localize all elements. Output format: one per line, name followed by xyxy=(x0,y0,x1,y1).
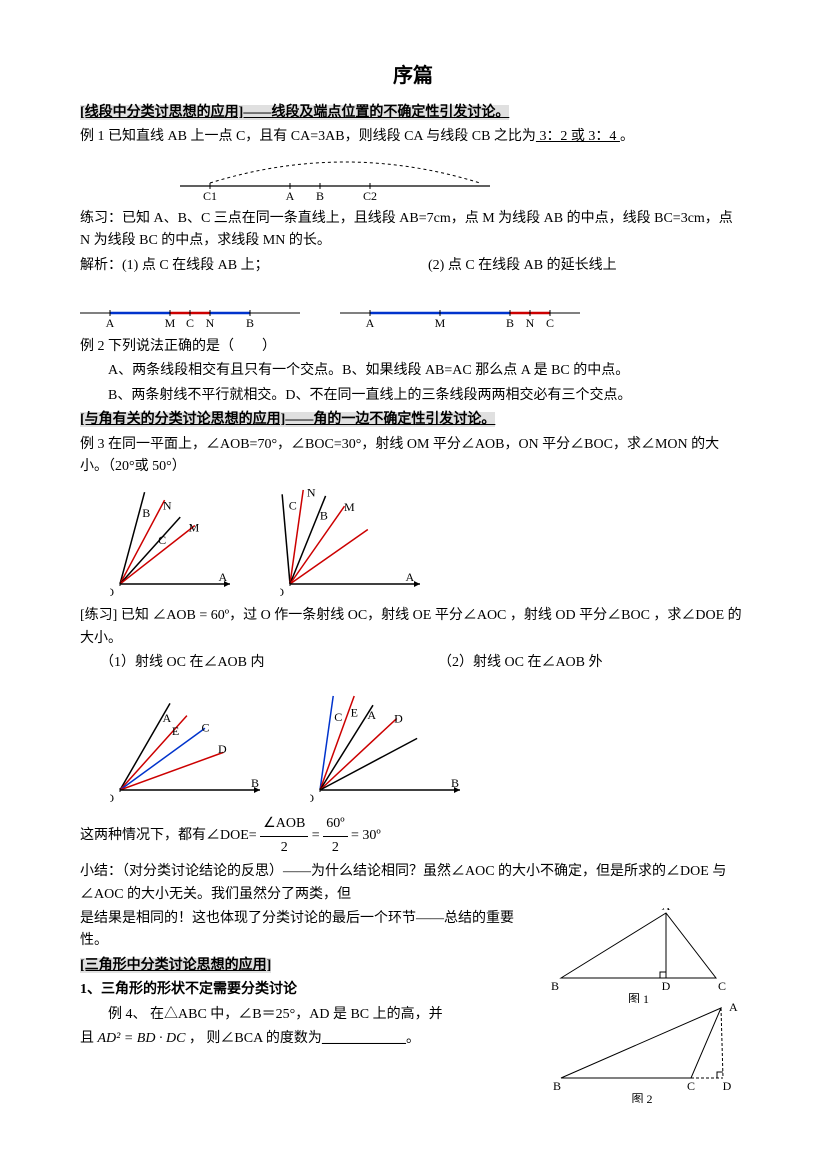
svg-text:O: O xyxy=(110,791,114,805)
svg-text:C: C xyxy=(334,711,342,725)
figure-row-angles1: OBNCMA OCNBMA xyxy=(110,484,746,599)
svg-text:O: O xyxy=(280,585,284,599)
figure-triangle2: A B C D 图 2 xyxy=(551,1003,746,1103)
svg-text:E: E xyxy=(351,706,358,720)
svg-text:C: C xyxy=(546,316,554,330)
section3-header: [与角有关的分类讨论思想的应用]——角的一边不确定性引发讨论。 xyxy=(80,409,746,431)
figure-angle1: O BN C M A xyxy=(110,484,260,599)
svg-text:B: B xyxy=(246,316,254,330)
svg-text:B: B xyxy=(142,506,150,520)
svg-text:C2: C2 xyxy=(363,189,377,203)
figure-triangle1: A B D C 图 1 xyxy=(551,908,736,1003)
svg-text:图 2: 图 2 xyxy=(631,1092,652,1103)
figure-angle4: OCEADB xyxy=(310,680,490,805)
svg-text:N: N xyxy=(526,316,535,330)
example2-options-ab: A、两条线段相交有且只有一个交点。B、如果线段 AB=AC 那么点 A 是 BC… xyxy=(80,360,746,382)
svg-text:B: B xyxy=(506,316,514,330)
svg-text:B: B xyxy=(316,189,324,203)
summary-line1: 小结：（对分类讨论结论的反思）——为什么结论相同？虽然∠AOC 的大小不确定，但… xyxy=(80,861,746,906)
svg-text:A: A xyxy=(286,189,295,203)
svg-text:A: A xyxy=(367,709,376,723)
svg-text:M: M xyxy=(435,316,446,330)
figure-line-amcnb: A MCN B xyxy=(80,295,320,330)
svg-text:C: C xyxy=(186,316,194,330)
svg-text:A: A xyxy=(106,316,115,330)
svg-text:A: A xyxy=(219,570,228,584)
section1-header: [线段中分类讨思想的应用]——线段及端点位置的不确定性引发讨论。 xyxy=(80,102,746,124)
svg-text:图 1: 图 1 xyxy=(628,992,649,1003)
figure-line-ambnc: A M BNC xyxy=(340,295,600,330)
svg-text:N: N xyxy=(163,499,172,513)
example2-options-cd: B、两条射线不平行就相交。D、不在同一直线上的三条线段两两相交必有三个交点。 xyxy=(80,385,746,407)
figure-row-lines: AMCNB AMBNC xyxy=(80,295,746,330)
doe-equation: 这两种情况下，都有∠DOE= ∠AOB 2 = 60º 2 = 30º xyxy=(80,813,746,859)
practice2-case2: （2）射线 OC 在∠AOB 外 xyxy=(438,652,746,674)
svg-text:D: D xyxy=(662,979,671,993)
practice1-text: 练习：已知 A、B、C 三点在同一条直线上，且线段 AB=7cm，点 M 为线段… xyxy=(80,208,746,253)
svg-text:A: A xyxy=(662,908,671,913)
practice2-text: [练习] 已知 ∠AOB = 60º，过 O 作一条射线 OC，射线 OE 平分… xyxy=(80,605,746,650)
svg-text:C1: C1 xyxy=(203,189,217,203)
practice2-case1: （1）射线 OC 在∠AOB 内 xyxy=(100,652,408,674)
svg-text:A: A xyxy=(729,1003,738,1014)
page-title: 序篇 xyxy=(80,60,746,92)
svg-text:C: C xyxy=(158,534,166,548)
analysis-label: 解析： xyxy=(80,258,122,273)
example1: 例 1 已知直线 AB 上一点 C，且有 CA=3AB，则线段 CA 与线段 C… xyxy=(80,126,746,148)
svg-text:D: D xyxy=(218,743,227,757)
example1-answer: 3：2 或 3：4 xyxy=(536,129,620,144)
svg-text:N: N xyxy=(307,486,316,500)
svg-text:D: D xyxy=(723,1079,732,1093)
svg-text:O: O xyxy=(110,585,114,599)
svg-text:M: M xyxy=(165,316,176,330)
svg-text:C: C xyxy=(289,499,297,513)
case2-label: (2) 点 C 在线段 AB 的延长线上 xyxy=(428,258,617,273)
svg-text:B: B xyxy=(551,979,559,993)
figure-angle3: OAECDB xyxy=(110,680,290,805)
svg-text:C: C xyxy=(201,721,209,735)
svg-text:N: N xyxy=(206,316,215,330)
svg-text:M: M xyxy=(344,500,355,514)
svg-text:M: M xyxy=(189,521,200,535)
svg-text:A: A xyxy=(406,570,415,584)
case1-label: (1) 点 C 在线段 AB 上； xyxy=(122,258,269,273)
figure-angle2: O CNB M A xyxy=(280,484,450,599)
svg-text:C: C xyxy=(687,1079,695,1093)
figure-triangles: A B D C 图 1 A B C D 图 2 xyxy=(551,908,746,1103)
svg-text:E: E xyxy=(172,724,179,738)
example2: 例 2 下列说法正确的是（ ） xyxy=(80,336,746,358)
svg-text:A: A xyxy=(163,712,172,726)
svg-text:B: B xyxy=(553,1079,561,1093)
svg-text:C: C xyxy=(718,979,726,993)
figure-row-angles2: OAECDB OCEADB xyxy=(110,680,746,805)
svg-text:B: B xyxy=(320,509,328,523)
figure-line-c1c2: C1 A B C2 xyxy=(160,151,746,206)
example3: 例 3 在同一平面上，∠AOB=70°，∠BOC=30°，射线 OM 平分∠AO… xyxy=(80,434,746,479)
svg-text:A: A xyxy=(366,316,375,330)
svg-text:O: O xyxy=(310,791,314,805)
svg-text:D: D xyxy=(394,712,403,726)
example4-blank: ____________ xyxy=(322,1031,406,1046)
